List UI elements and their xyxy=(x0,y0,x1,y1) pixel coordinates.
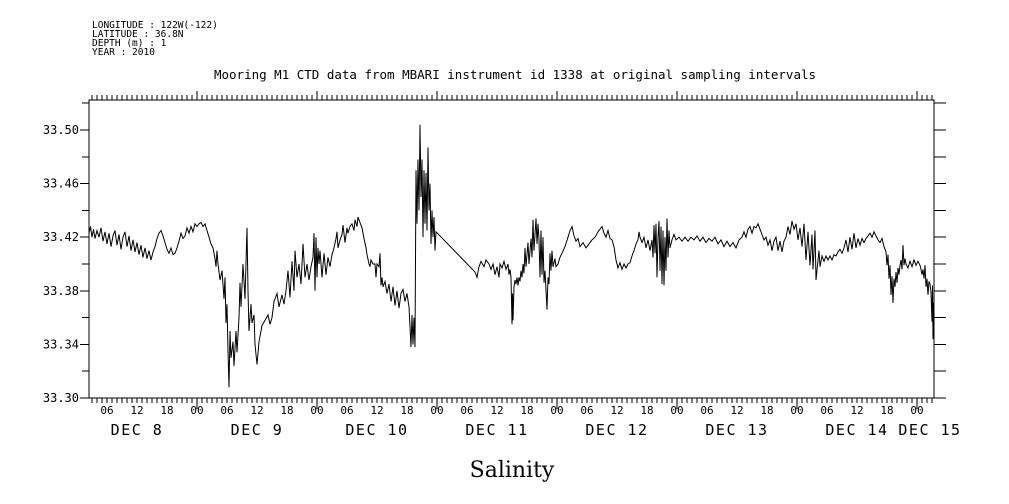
x-day-label: DEC 12 xyxy=(585,421,648,439)
x-hour-label: 18 xyxy=(640,404,653,417)
x-hour-label: 06 xyxy=(580,404,593,417)
x-day-label: DEC 11 xyxy=(465,421,528,439)
y-tick-label: 33.42 xyxy=(43,230,79,244)
x-hour-label: 18 xyxy=(160,404,173,417)
x-day-label: DEC 13 xyxy=(705,421,768,439)
header-depth: DEPTH (m) : 1 xyxy=(92,38,167,49)
x-day-label: DEC 10 xyxy=(345,421,408,439)
x-axis-title: Salinity xyxy=(470,458,555,483)
x-hour-label: 00 xyxy=(190,404,203,417)
y-tick-label: 33.34 xyxy=(43,337,79,351)
x-day-label: DEC 8 xyxy=(111,421,164,439)
x-hour-label: 18 xyxy=(760,404,773,417)
x-day-label: DEC 14 xyxy=(825,421,888,439)
x-hour-label: 12 xyxy=(610,404,623,417)
x-hour-label: 06 xyxy=(820,404,833,417)
x-day-label: DEC 15 xyxy=(898,421,961,439)
y-tick-label: 33.30 xyxy=(43,391,79,405)
x-hour-label: 06 xyxy=(460,404,473,417)
x-hour-label: 06 xyxy=(220,404,233,417)
y-tick-label: 33.38 xyxy=(43,284,79,298)
header-longitude: LONGITUDE : 122W(-122) xyxy=(92,20,218,31)
x-hour-label: 18 xyxy=(520,404,533,417)
x-hour-label: 12 xyxy=(730,404,743,417)
x-hour-label: 06 xyxy=(100,404,113,417)
x-hour-label: 12 xyxy=(850,404,863,417)
x-hour-label: 00 xyxy=(310,404,323,417)
x-hour-label: 06 xyxy=(700,404,713,417)
x-hour-label: 06 xyxy=(340,404,353,417)
x-hour-label: 00 xyxy=(670,404,683,417)
header-latitude: LATITUDE : 36.8N xyxy=(92,29,184,40)
chart-title: Mooring M1 CTD data from MBARI instrumen… xyxy=(214,67,816,82)
header-year: YEAR : 2010 xyxy=(92,47,155,58)
x-hour-label: 00 xyxy=(430,404,443,417)
y-tick-label: 33.50 xyxy=(43,123,79,137)
x-hour-label: 18 xyxy=(280,404,293,417)
x-hour-label: 00 xyxy=(910,404,923,417)
y-tick-label: 33.46 xyxy=(43,177,79,191)
x-hour-label: 12 xyxy=(370,404,383,417)
salinity-data-line xyxy=(88,124,935,388)
x-hour-label: 18 xyxy=(880,404,893,417)
x-hour-label: 12 xyxy=(250,404,263,417)
x-hour-label: 00 xyxy=(790,404,803,417)
x-day-label: DEC 9 xyxy=(231,421,284,439)
x-hour-label: 00 xyxy=(550,404,563,417)
x-hour-label: 12 xyxy=(490,404,503,417)
x-hour-label: 12 xyxy=(130,404,143,417)
x-hour-label: 18 xyxy=(400,404,413,417)
plot-area: 33.50 33.46 33.42 33.38 33.34 33.30 06 12 18 00 06… xyxy=(43,91,961,439)
